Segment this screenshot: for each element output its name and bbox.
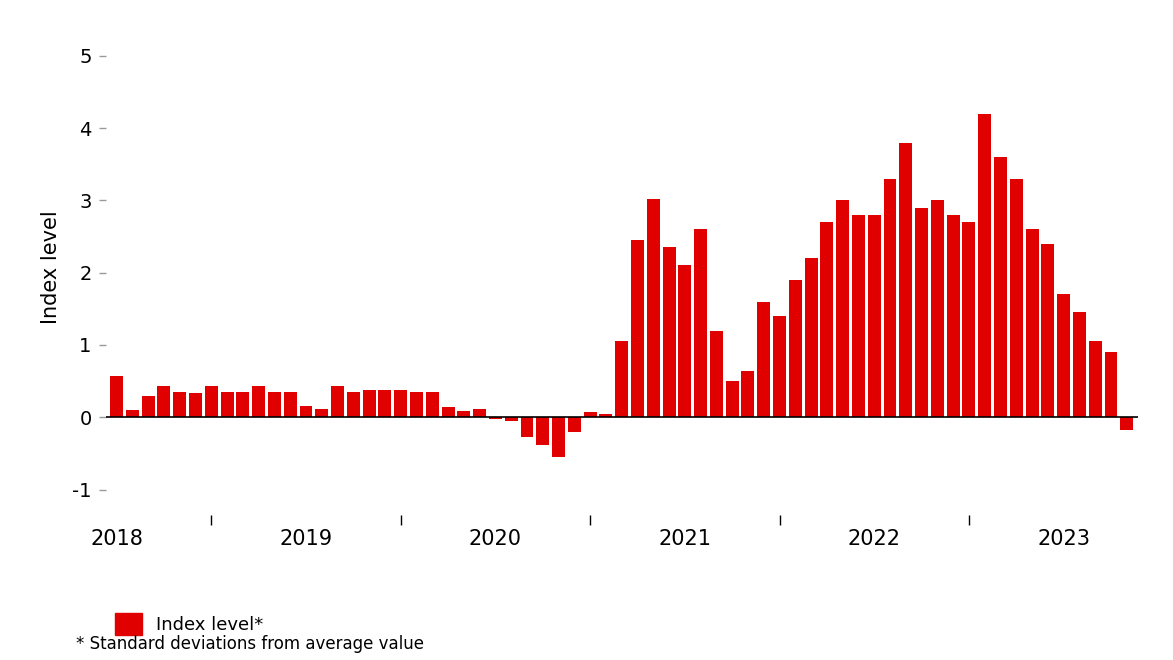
Bar (883, 179, 896, 417)
Bar (1025, 230, 1038, 417)
Bar (489, 417, 502, 419)
Bar (552, 417, 565, 457)
Bar (741, 371, 754, 417)
Bar (411, 392, 423, 417)
Bar (947, 215, 960, 417)
Bar (646, 199, 659, 417)
Bar (316, 409, 328, 417)
Bar (694, 230, 707, 417)
Bar (599, 414, 612, 417)
Bar (584, 412, 597, 417)
Bar (536, 417, 549, 445)
Bar (157, 386, 170, 417)
Bar (237, 392, 250, 417)
Bar (663, 248, 676, 417)
Bar (978, 114, 991, 417)
Bar (457, 411, 470, 417)
Bar (504, 417, 517, 421)
Bar (174, 392, 187, 417)
Bar (868, 215, 881, 417)
Bar (1120, 417, 1133, 430)
Bar (836, 201, 849, 417)
Bar (710, 331, 723, 417)
Bar (773, 316, 786, 417)
Bar (631, 240, 644, 417)
Bar (1073, 312, 1086, 417)
Bar (205, 386, 218, 417)
Text: * Standard deviations from average value: * Standard deviations from average value (76, 636, 425, 653)
Bar (221, 392, 233, 417)
Bar (615, 341, 629, 417)
Bar (1042, 244, 1055, 417)
Bar (347, 392, 360, 417)
Bar (331, 386, 344, 417)
Bar (1010, 179, 1023, 417)
Bar (379, 390, 392, 417)
Bar (473, 409, 486, 417)
Bar (805, 258, 818, 417)
Bar (568, 417, 581, 432)
Bar (110, 376, 123, 417)
Bar (267, 392, 280, 417)
Bar (362, 390, 375, 417)
Bar (299, 407, 312, 417)
Bar (915, 208, 928, 417)
Bar (284, 392, 297, 417)
Bar (820, 222, 833, 417)
Bar (142, 395, 155, 417)
Bar (678, 265, 691, 417)
Bar (426, 392, 439, 417)
Bar (521, 417, 534, 438)
Bar (963, 222, 976, 417)
Y-axis label: Index level: Index level (41, 211, 61, 324)
Bar (994, 157, 1006, 417)
Bar (394, 390, 407, 417)
Bar (1057, 294, 1070, 417)
Bar (931, 201, 944, 417)
Bar (788, 280, 802, 417)
Bar (900, 143, 913, 417)
Bar (189, 393, 202, 417)
Bar (852, 215, 865, 417)
Bar (126, 410, 138, 417)
Legend: Index level*: Index level* (115, 613, 264, 635)
Bar (726, 381, 739, 417)
Bar (252, 386, 265, 417)
Bar (1089, 341, 1101, 417)
Bar (441, 407, 455, 417)
Bar (1105, 352, 1118, 417)
Bar (758, 302, 771, 417)
